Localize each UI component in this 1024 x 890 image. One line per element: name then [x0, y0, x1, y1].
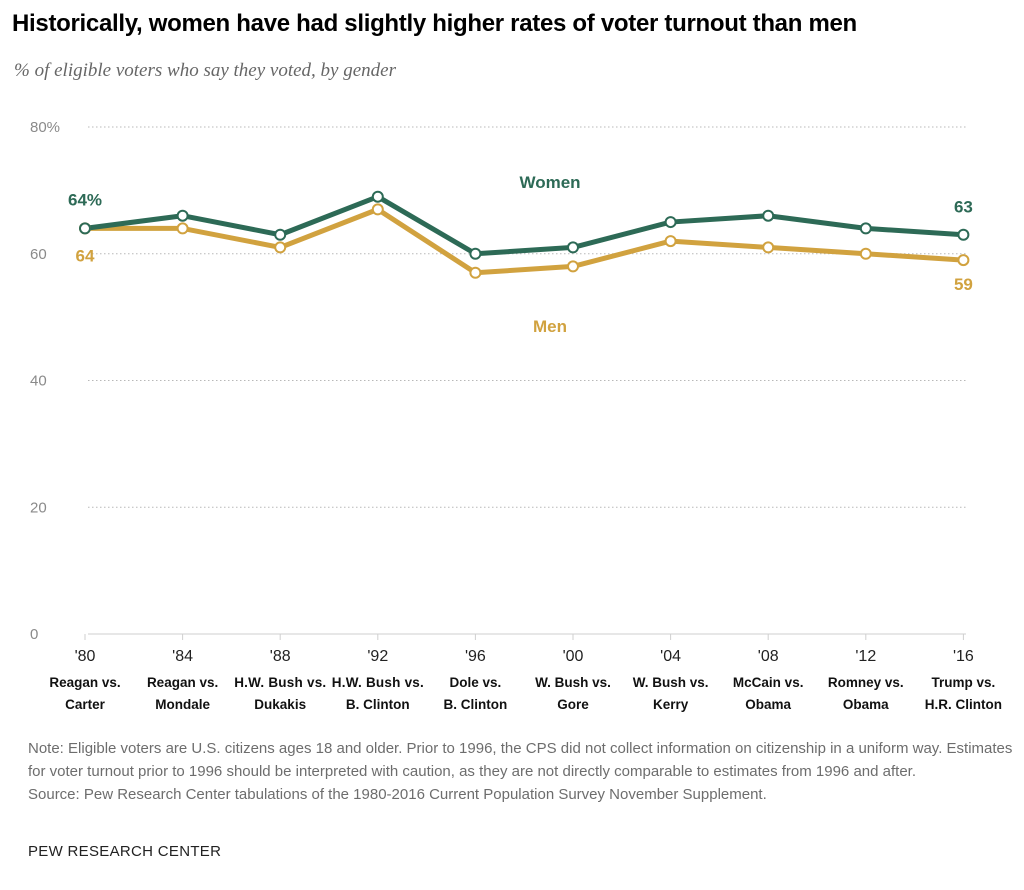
y-tick-label: 40 — [30, 373, 47, 390]
series-line-men — [82, 206, 966, 276]
y-tick-label: 20 — [30, 499, 47, 516]
data-point-women — [469, 247, 482, 260]
x-tick-label: '12 — [855, 648, 876, 665]
data-point-men — [664, 235, 677, 248]
x-tick-label: '04 — [660, 648, 681, 665]
data-point-women — [859, 222, 872, 235]
y-tick-label: 80% — [30, 119, 60, 136]
data-point-women — [762, 209, 775, 222]
data-point-women — [957, 228, 970, 241]
data-point-women — [79, 222, 91, 235]
matchup-label-line1: McCain vs. — [733, 675, 804, 690]
chart-title: Historically, women have had slightly hi… — [12, 10, 857, 37]
data-point-men — [469, 266, 482, 279]
data-point-women — [664, 216, 677, 229]
matchup-label-line2: Kerry — [653, 697, 689, 712]
x-tick-label: '00 — [563, 648, 584, 665]
chart-notes: Note: Eligible voters are U.S. citizens … — [28, 737, 1013, 806]
matchup-label-line1: H.W. Bush vs. — [332, 675, 424, 690]
series-label-men: Men — [533, 317, 567, 336]
x-tick-label: '84 — [172, 648, 193, 665]
matchup-label-line2: H.R. Clinton — [925, 697, 1002, 712]
data-label-women-end: 63 — [954, 198, 973, 217]
chart-subtitle: % of eligible voters who say they voted,… — [14, 60, 397, 81]
data-point-women — [371, 190, 384, 203]
y-tick-label: 60 — [30, 246, 47, 263]
x-tick-label: '16 — [953, 648, 974, 665]
data-label-men-end: 59 — [954, 275, 973, 294]
matchup-label-line2: Mondale — [155, 697, 210, 712]
x-tick-label: '96 — [465, 648, 486, 665]
data-point-men — [371, 203, 384, 216]
data-point-men — [274, 241, 287, 254]
data-point-men — [567, 260, 579, 273]
matchup-label-line2: Obama — [843, 697, 889, 712]
data-point-women — [176, 209, 189, 222]
data-point-men — [176, 222, 189, 235]
matchup-label-line1: Romney vs. — [828, 675, 904, 690]
x-tick-label: '92 — [367, 648, 388, 665]
note-text: Note: Eligible voters are U.S. citizens … — [28, 740, 1013, 780]
organization-label: PEW RESEARCH CENTER — [28, 843, 222, 860]
y-tick-label: 0 — [30, 626, 38, 643]
matchup-label-line2: B. Clinton — [444, 697, 508, 712]
matchup-label-line1: W. Bush vs. — [633, 675, 709, 690]
matchup-label-line1: Reagan vs. — [147, 675, 218, 690]
data-point-women — [274, 228, 287, 241]
data-point-men — [762, 241, 775, 254]
matchup-label-line1: H.W. Bush vs. — [234, 675, 326, 690]
series-line-women — [82, 194, 966, 257]
matchup-label-line1: Reagan vs. — [49, 675, 120, 690]
data-point-men — [957, 254, 970, 267]
matchup-label-line1: Dole vs. — [450, 675, 502, 690]
data-label-men-start: 64 — [76, 246, 95, 265]
x-tick-label: '08 — [758, 648, 779, 665]
data-label-women-start: 64% — [68, 190, 102, 209]
matchup-label-line1: Trump vs. — [932, 675, 996, 690]
data-point-women — [567, 241, 579, 254]
series-label-women: Women — [519, 173, 580, 192]
matchup-label-line2: Dukakis — [254, 697, 306, 712]
matchup-label-line2: B. Clinton — [346, 697, 410, 712]
matchup-label-line2: Carter — [65, 697, 106, 712]
data-point-men — [859, 247, 872, 260]
matchup-label-line2: Obama — [745, 697, 791, 712]
x-tick-label: '80 — [75, 648, 96, 665]
source-text: Source: Pew Research Center tabulations … — [28, 786, 767, 803]
matchup-label-line2: Gore — [557, 697, 589, 712]
x-tick-label: '88 — [270, 648, 291, 665]
line-chart: 0 20 40 60 80% '80 Reagan vs. Carter '84 Reagan v… — [30, 119, 1002, 712]
matchup-label-line1: W. Bush vs. — [535, 675, 611, 690]
